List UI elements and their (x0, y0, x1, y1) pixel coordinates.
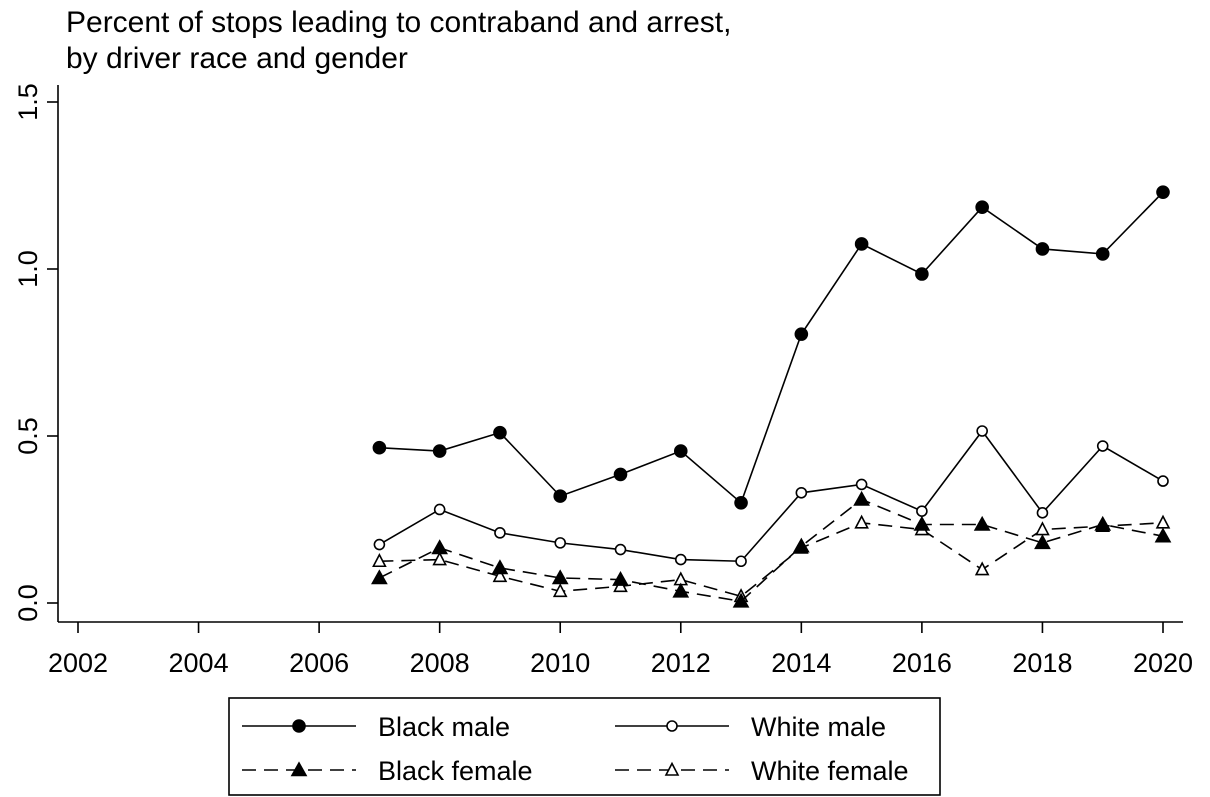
data-point (1155, 514, 1171, 529)
data-point (976, 425, 988, 437)
data-point (1154, 527, 1172, 543)
legend: Black male White male Black female White fe… (228, 697, 941, 796)
data-point (612, 570, 629, 586)
data-point (432, 551, 447, 566)
legend-marker (290, 761, 308, 777)
series-line (379, 498, 1164, 603)
x-tick-label: 2020 (1133, 648, 1193, 678)
series-line (379, 522, 1164, 598)
data-point (795, 486, 808, 499)
y-tick-label: 0.0 (13, 584, 43, 622)
data-point (552, 583, 568, 598)
data-point (551, 569, 569, 585)
data-point (553, 489, 568, 503)
y-tick-label: 0.5 (13, 417, 43, 455)
data-point (554, 537, 567, 549)
x-tick-label: 2002 (48, 648, 108, 678)
legend-label: Black female (378, 756, 533, 786)
data-point (735, 555, 747, 568)
data-point (494, 527, 506, 539)
x-tick-label: 2012 (651, 648, 711, 678)
series-line (379, 191, 1164, 505)
data-point (975, 200, 989, 215)
y-tick-label: 1.5 (13, 83, 43, 121)
series-black-female (371, 490, 1172, 608)
legend-label: White female (751, 756, 909, 786)
data-point (1035, 242, 1050, 256)
y-tick-label: 1.0 (13, 250, 43, 288)
series-white-male (373, 425, 1169, 568)
data-point (854, 514, 869, 529)
data-point (1034, 534, 1051, 550)
data-point (1094, 515, 1112, 531)
chart-title-line-1: Percent of stops leading to contraband a… (66, 6, 731, 39)
legend-item: Black male (242, 712, 510, 742)
data-point (492, 568, 508, 583)
data-point (672, 582, 690, 598)
legend-item: White female (615, 756, 909, 786)
data-point (1095, 247, 1110, 261)
legend-label: Black male (378, 712, 510, 742)
data-point (854, 237, 869, 251)
legend-box (228, 697, 941, 796)
legend-item: White male (615, 712, 886, 742)
legend-label: White male (751, 712, 886, 742)
data-point (1156, 185, 1170, 199)
x-tick-label: 2004 (169, 648, 229, 678)
legend-marker (292, 719, 306, 733)
data-point (1035, 521, 1050, 536)
data-point (1036, 507, 1049, 519)
ticks: 2002 2004 2006 2008 2010 2012 2014 2016 2018 2020… (13, 83, 1193, 678)
data-point (794, 327, 809, 341)
data-point (853, 490, 870, 506)
data-point (674, 553, 687, 566)
x-tick-label: 2006 (289, 648, 349, 678)
data-point (1157, 475, 1169, 487)
axes (57, 85, 1183, 623)
legend-item: Black female (242, 756, 533, 786)
data-point (613, 467, 628, 482)
x-tick-label: 2010 (530, 648, 590, 678)
data-point (614, 543, 627, 556)
data-point (973, 515, 991, 531)
data-point (913, 515, 931, 531)
data-point (732, 592, 750, 608)
x-tick-label: 2008 (410, 648, 470, 678)
series-black-male (372, 185, 1170, 510)
data-point (373, 538, 386, 551)
series-line (378, 429, 1164, 563)
legend-marker (666, 720, 678, 732)
data-point (371, 569, 388, 585)
data-point (855, 478, 868, 491)
data-point (915, 267, 929, 281)
chart-title-line-2: by driver race and gender (66, 42, 408, 75)
data-point (916, 505, 928, 517)
x-tick-label: 2018 (1012, 648, 1072, 678)
x-tick-label: 2014 (771, 648, 831, 678)
data-point (673, 444, 688, 458)
data-point (433, 503, 446, 516)
series-group (371, 185, 1172, 608)
data-point (974, 561, 990, 576)
x-tick-label: 2016 (892, 648, 952, 678)
series-white-female (372, 514, 1171, 603)
legend-marker (664, 761, 680, 776)
data-point (734, 495, 748, 510)
data-point (792, 537, 810, 553)
data-point (431, 539, 449, 555)
data-point (432, 444, 447, 458)
data-point (1096, 440, 1109, 452)
data-point (493, 425, 507, 440)
data-point (372, 440, 387, 455)
data-point (491, 559, 509, 575)
data-point (372, 553, 387, 568)
